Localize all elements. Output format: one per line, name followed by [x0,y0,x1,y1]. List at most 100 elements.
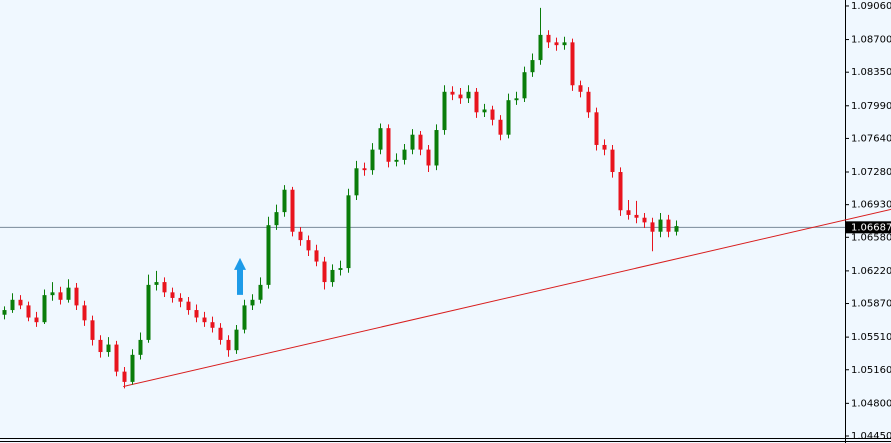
candle-body [34,317,39,323]
candle-body [346,195,351,269]
candle-body [202,317,207,323]
candle-body [442,91,447,131]
candle-body [426,149,431,166]
candle-body [370,149,375,171]
candle-body [338,268,343,270]
candle-body [26,305,31,318]
candle-body [562,42,567,46]
candle-body [538,34,543,61]
candle-body [66,287,71,300]
candle-body [138,339,143,355]
candle-body [210,322,215,328]
candle-body [234,329,239,351]
candle-body [394,159,399,162]
candle-body [186,301,191,311]
candle-body [634,214,639,218]
current-price-label: 1.06687 [851,222,891,233]
candle-body [258,284,263,300]
candle-body [674,226,679,232]
candle-body [458,94,463,99]
y-tick-label: 1.05870 [851,299,891,310]
candle-body [322,261,327,283]
candle-body [306,240,311,251]
candle-body [594,112,599,145]
y-tick-label: 1.07990 [851,101,891,112]
candle-body [658,219,663,232]
candle-body [122,371,127,382]
candle-body [362,168,367,171]
candle-body [626,210,631,215]
candle-body [378,128,383,150]
candle-body [290,189,295,232]
candle-body [2,310,7,315]
candle-body [546,34,551,43]
candle-body [602,144,607,150]
candle-body [386,128,391,162]
candle-body [586,91,591,113]
candle-body [194,310,199,318]
candle-body [474,91,479,113]
candle-body [530,60,535,73]
candle-body [410,134,415,150]
candle-body [450,91,455,95]
candle-body [42,295,47,323]
candle-body [482,109,487,113]
candle-body [18,299,23,306]
candle-body [274,212,279,226]
candle-body [466,91,471,99]
candle-body [98,339,103,353]
y-tick-label: 1.06930 [851,200,891,211]
y-tick-label: 1.05160 [851,365,891,376]
candle-body [106,344,111,353]
candle-body [226,339,231,351]
candle-body [162,282,167,293]
y-tick-label: 1.05510 [851,332,891,343]
candle-body [242,305,247,330]
candle-body [266,225,271,285]
candle-body [282,189,287,213]
candle-body [114,344,119,372]
candle-body [170,292,175,298]
candle-body [642,217,647,223]
trendline [123,208,891,388]
candle-body [434,130,439,166]
y-tick-label: 1.07640 [851,133,891,144]
candle-body [178,297,183,302]
y-tick-label: 1.06220 [851,266,891,277]
y-tick-label: 1.08700 [851,35,891,46]
candle-body [418,134,423,150]
candle-body [514,98,519,101]
candle-body [58,292,63,300]
y-tick-label: 1.06580 [851,232,891,243]
candle-body [490,109,495,120]
current-price-box [846,221,891,234]
y-tick-label: 1.04800 [851,398,891,409]
candle-body [314,250,319,262]
candle-body [618,172,623,211]
candle-body [506,100,511,135]
y-tick-label: 1.08350 [851,67,891,78]
candle-body [130,354,135,382]
candle-body [578,85,583,92]
candle-body [330,269,335,283]
candle-body [50,292,55,296]
y-tick-label: 1.07280 [851,167,891,178]
candle-body [650,222,655,232]
y-tick-label: 1.09060 [851,1,891,12]
candle-body [666,219,671,232]
candle-body [82,305,87,321]
candle-body [154,282,159,285]
candle-body [250,299,255,306]
candle-body [610,149,615,173]
candle-body [522,72,527,99]
candle-body [90,320,95,340]
candle-body [218,327,223,340]
candle-body [74,287,79,306]
candle-body [498,119,503,135]
candle-body [354,168,359,196]
candle-body [10,299,15,311]
y-tick-label: 1.04450 [851,431,891,442]
candle-body [298,231,303,241]
